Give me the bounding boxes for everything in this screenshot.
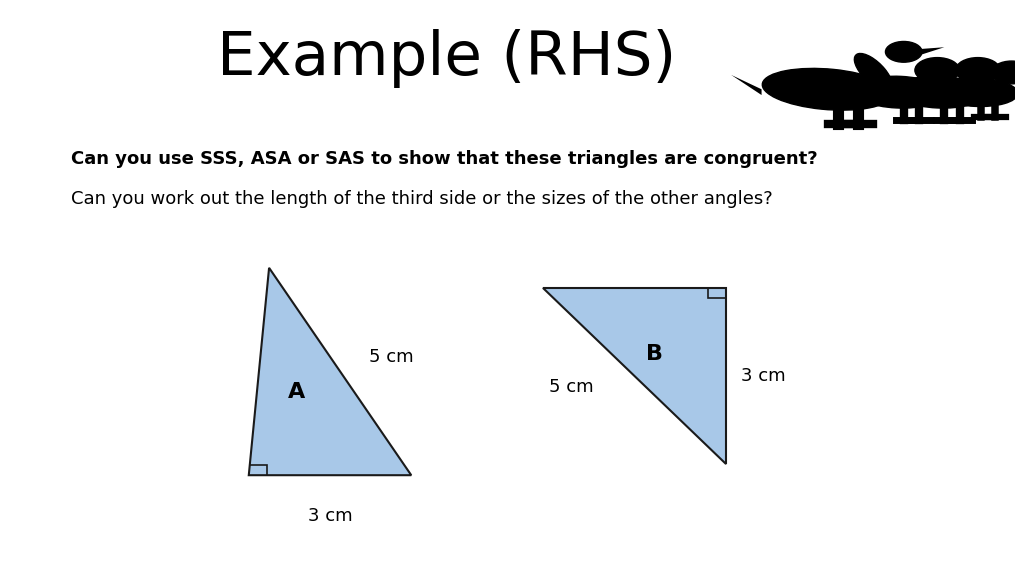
Text: Can you use SSS, ASA or SAS to show that these triangles are congruent?: Can you use SSS, ASA or SAS to show that… xyxy=(71,150,818,168)
Text: 3 cm: 3 cm xyxy=(307,507,352,525)
Polygon shape xyxy=(957,67,976,73)
Polygon shape xyxy=(731,75,762,95)
Ellipse shape xyxy=(854,54,892,90)
Polygon shape xyxy=(833,78,853,95)
Text: 3 cm: 3 cm xyxy=(741,367,785,385)
Circle shape xyxy=(991,61,1024,84)
Ellipse shape xyxy=(894,76,985,108)
Polygon shape xyxy=(873,78,894,95)
Polygon shape xyxy=(918,79,936,95)
Text: Can you work out the length of the third side or the sizes of the other angles?: Can you work out the length of the third… xyxy=(71,190,773,208)
Polygon shape xyxy=(921,47,944,55)
Circle shape xyxy=(955,58,1000,83)
Ellipse shape xyxy=(853,76,944,108)
Text: A: A xyxy=(288,382,305,401)
Ellipse shape xyxy=(936,78,1018,107)
Text: 5 cm: 5 cm xyxy=(369,348,414,366)
Circle shape xyxy=(914,58,959,83)
Polygon shape xyxy=(249,268,412,475)
Polygon shape xyxy=(544,288,726,464)
Text: 5 cm: 5 cm xyxy=(550,378,594,396)
Circle shape xyxy=(886,41,922,62)
Text: B: B xyxy=(646,344,664,364)
Text: Example (RHS): Example (RHS) xyxy=(217,29,677,88)
Polygon shape xyxy=(998,67,1017,73)
Ellipse shape xyxy=(762,69,893,110)
